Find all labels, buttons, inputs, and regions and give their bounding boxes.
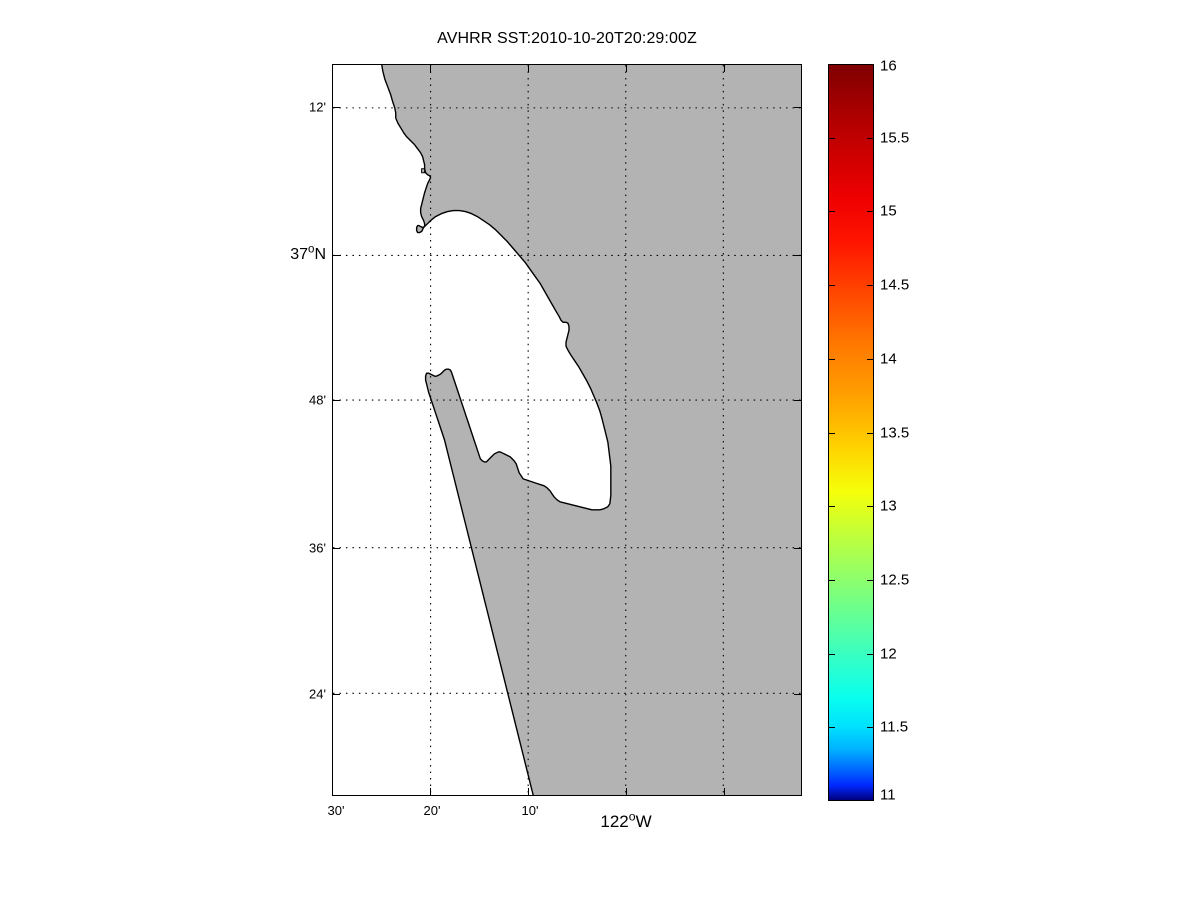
cb-tick-13p5-right xyxy=(867,432,874,434)
land-mask-polygon xyxy=(381,65,801,795)
degree-symbol-icon-x: o xyxy=(628,809,636,824)
y-tick-mark-48-right xyxy=(794,400,802,401)
x-tick-label-30: 30' xyxy=(327,803,345,818)
y-tick-mark-48 xyxy=(332,400,340,401)
x-tick-label-20: 20' xyxy=(423,803,441,818)
y-tick-mark-24-right xyxy=(794,694,802,695)
y-tick-mark-24 xyxy=(332,694,340,695)
cb-label-16: 16 xyxy=(880,57,897,75)
cb-tick-13p5 xyxy=(828,432,835,434)
x-tick-mark-10-top xyxy=(528,64,529,72)
y-tick-label-48: 48' xyxy=(309,392,326,408)
y-tick-mark-12 xyxy=(332,107,340,108)
y-tick-label-37n: 37oN xyxy=(248,243,326,264)
cb-label-11p5: 11.5 xyxy=(880,718,909,736)
x-tick-mark-50 xyxy=(724,788,725,796)
y-tick-mark-36-right xyxy=(794,548,802,549)
x-tick-mark-10 xyxy=(528,788,529,796)
y-tick-label-37n-value: 37 xyxy=(290,246,309,263)
y-tick-mark-36 xyxy=(332,548,340,549)
coastline-path xyxy=(381,65,612,795)
x-tick-mark-122w-top xyxy=(626,64,627,72)
cb-label-12p5: 12.5 xyxy=(880,571,910,589)
cb-tick-15 xyxy=(828,211,835,213)
cb-tick-14-right xyxy=(867,358,874,360)
x-tick-label-10: 10' xyxy=(521,803,539,818)
cb-tick-12p5-right xyxy=(867,579,874,581)
cb-tick-12p5 xyxy=(828,579,835,581)
x-tick-mark-20 xyxy=(430,788,431,796)
x-tick-mark-122w xyxy=(626,788,627,796)
cb-tick-14p5 xyxy=(828,285,835,287)
y-tick-mark-37n xyxy=(332,255,340,256)
x-tick-mark-30 xyxy=(332,788,333,796)
x-axis-label-value: 122 xyxy=(600,812,629,831)
y-tick-label-37n-hemi: N xyxy=(314,246,326,263)
x-tick-mark-50-top xyxy=(724,64,725,72)
cb-tick-13-right xyxy=(867,506,874,508)
cb-label-14p5: 14.5 xyxy=(880,276,910,294)
x-axis-label-hemi: W xyxy=(635,812,652,831)
cb-label-13: 13 xyxy=(880,497,897,515)
offshore-rock-marker xyxy=(421,168,426,174)
degree-symbol-icon: o xyxy=(308,243,315,256)
y-tick-label-24: 24' xyxy=(309,686,326,702)
y-tick-mark-37n-right xyxy=(794,255,802,256)
cb-label-15: 15 xyxy=(880,202,897,220)
y-tick-label-36: 36' xyxy=(309,540,326,556)
cb-tick-15p5-right xyxy=(867,137,874,139)
cb-tick-11p5 xyxy=(828,727,835,729)
x-tick-mark-30-top xyxy=(332,64,333,72)
grid-lines-horizontal xyxy=(333,107,801,694)
cb-label-12: 12 xyxy=(880,645,897,663)
page-title: AVHRR SST:2010-10-20T20:29:00Z xyxy=(437,30,697,47)
cb-tick-15-right xyxy=(867,211,874,213)
map-svg xyxy=(333,65,801,795)
x-tick-mark-20-top xyxy=(430,64,431,72)
cb-tick-11p5-right xyxy=(867,727,874,729)
map-plot-area[interactable] xyxy=(332,64,802,796)
y-tick-mark-12-right xyxy=(794,107,802,108)
cb-tick-13 xyxy=(828,506,835,508)
cb-label-11: 11 xyxy=(880,786,896,804)
cb-label-15p5: 15.5 xyxy=(880,129,910,147)
cb-label-14: 14 xyxy=(880,350,897,368)
cb-tick-12-right xyxy=(867,653,874,655)
cb-tick-14 xyxy=(828,358,835,360)
cb-tick-15p5 xyxy=(828,137,835,139)
cb-tick-12 xyxy=(828,653,835,655)
cb-tick-14p5-right xyxy=(867,285,874,287)
y-tick-label-12: 12' xyxy=(309,99,326,115)
colorbar-gradient xyxy=(829,65,873,800)
x-axis-label: 122oW xyxy=(600,809,652,832)
cb-label-13p5: 13.5 xyxy=(880,424,910,441)
